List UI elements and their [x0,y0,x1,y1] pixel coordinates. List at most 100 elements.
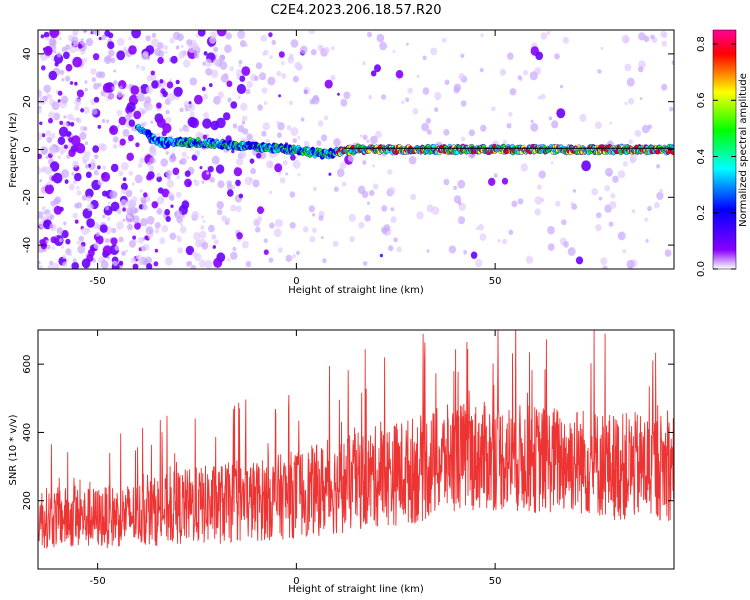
noise-blob [426,204,434,213]
noise-blob [97,179,104,186]
noise-blob [320,134,328,142]
noise-blob [198,259,206,268]
noise-blob [238,193,244,199]
noise-blob [653,201,660,209]
noise-blob [93,96,100,103]
noise-blob [102,245,113,256]
noise-blob [628,139,634,145]
noise-blob [141,199,147,205]
noise-blob [631,209,636,214]
noise-blob [371,164,375,168]
noise-blob [43,84,51,94]
noise-blob [170,55,178,64]
noise-blob [383,224,391,232]
noise-blob [60,95,69,104]
noise-blob [421,122,429,132]
noise-blob [282,160,288,166]
noise-blob [330,74,336,81]
noise-blob [511,200,518,208]
noise-blob [235,179,241,187]
noise-blob [46,93,50,98]
spectrogram-x-tick-label: 0 [293,276,299,287]
noise-blob [108,49,115,57]
noise-blob [130,85,140,95]
noise-blob [137,162,143,168]
noise-blob [529,71,538,81]
noise-blob [366,31,373,38]
noise-blob [261,130,267,137]
noise-blob [176,175,181,180]
noise-blob [101,172,106,178]
noise-blob [433,107,439,113]
noise-blob [470,251,478,259]
noise-blob [60,245,64,249]
colorbar-ticks: 0.0 0.2 0.4 0.6 0.8 [696,36,736,277]
noise-blob [324,79,333,89]
noise-blob [322,258,327,264]
noise-blob [182,214,185,218]
noise-blob [530,119,534,124]
snr-series-line [38,330,674,549]
noise-blob [78,235,85,242]
noise-blob [59,238,63,243]
noise-blob [120,199,128,208]
noise-blob [396,246,402,253]
noise-blob [59,150,64,155]
noise-blob [232,246,237,252]
noise-blob [263,49,269,56]
noise-blob [85,151,91,157]
noise-blob [114,245,120,251]
noise-blob [370,135,378,145]
noise-blob [193,53,200,59]
noise-blob [161,188,170,198]
noise-blob [225,32,232,40]
noise-blob [49,214,55,220]
noise-blob [170,204,174,208]
snr-y-tick-label: 400 [22,423,33,442]
noise-blob [123,46,128,52]
noise-blob [62,254,66,259]
noise-blob [559,84,564,89]
noise-blob [74,172,82,182]
noise-blob [107,201,111,205]
noise-blob [139,157,145,164]
noise-blob [213,239,219,245]
noise-blob [480,124,487,132]
noise-blob [554,53,560,60]
noise-blob [76,89,84,98]
noise-blob [575,256,584,265]
noise-blob [113,260,118,267]
noise-blob [45,130,52,137]
noise-blob [508,111,513,117]
noise-blob [106,119,110,124]
snr-x-label: Height of straight line (km) [288,584,424,595]
noise-blob [381,94,387,100]
snr-x-tick-label: 0 [293,576,299,587]
noise-blob [120,182,128,191]
noise-blob [595,224,602,232]
noise-blob [556,108,566,119]
noise-blob [101,34,107,41]
noise-blob [279,177,286,184]
noise-blob [230,251,238,260]
noise-blob [268,257,274,263]
noise-blob [39,121,43,126]
noise-blob [154,222,161,229]
noise-blob [74,98,82,107]
noise-blob [530,123,539,132]
noise-blob [312,227,317,233]
noise-blob [161,130,167,137]
noise-blob [390,216,397,224]
noise-blob [171,155,177,162]
snr-x-ticks: -50 0 50 [89,330,501,587]
noise-blob [288,53,294,59]
noise-blob [110,57,116,64]
noise-blob [146,256,150,260]
noise-blob [165,169,172,178]
noise-blob [278,51,285,58]
noise-blob [41,133,46,138]
noise-blob [448,245,457,254]
noise-blob [238,59,243,65]
colorbar-tick-label: 0.6 [696,92,707,108]
